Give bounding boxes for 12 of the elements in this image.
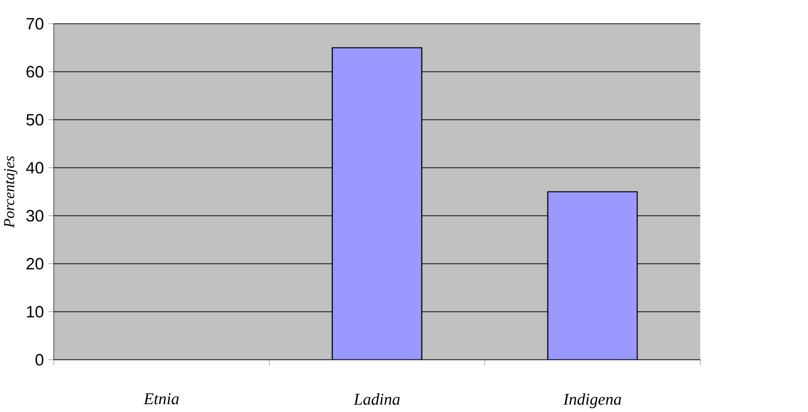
y-tick-label: 50 bbox=[26, 114, 44, 126]
x-tick-label: Etnia bbox=[144, 393, 179, 404]
y-tick-label: 0 bbox=[36, 354, 44, 366]
y-tick-label: 40 bbox=[26, 162, 44, 174]
y-tick-label: 10 bbox=[27, 306, 44, 318]
y-tick-label: 20 bbox=[26, 258, 44, 270]
y-tick-label: 30 bbox=[26, 210, 44, 222]
y-tick-label: 70 bbox=[26, 18, 44, 30]
x-tick-label: Ladina bbox=[354, 393, 400, 405]
y-axis-title: Porcentajes bbox=[4, 156, 18, 228]
x-tick-label: Indigena bbox=[563, 393, 622, 408]
y-tick-label: 60 bbox=[26, 66, 44, 78]
